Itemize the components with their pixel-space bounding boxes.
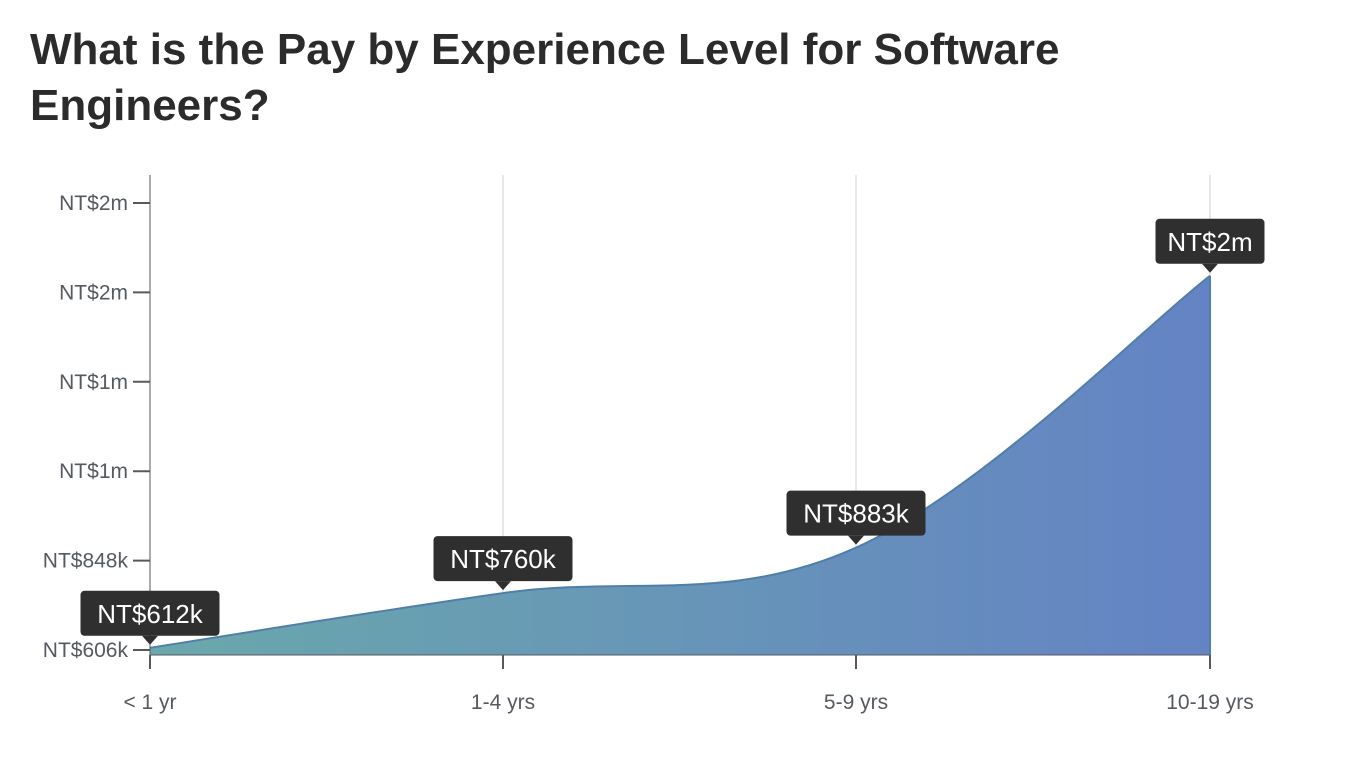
data-labels: NT$612k NT$760k NT$883k NT$2m bbox=[80, 218, 1265, 645]
data-label-text: NT$883k bbox=[803, 499, 909, 529]
y-tick-label: NT$2m bbox=[59, 192, 128, 215]
data-label-text: NT$2m bbox=[1167, 227, 1252, 257]
area-fill bbox=[150, 275, 1210, 655]
y-tick-label: NT$1m bbox=[59, 460, 128, 483]
data-label-box bbox=[433, 536, 573, 582]
y-tick-label: NT$606k bbox=[43, 639, 129, 662]
data-label-text: NT$760k bbox=[450, 544, 556, 574]
y-tick-label: NT$848k bbox=[43, 550, 129, 573]
chart-title: What is the Pay by Experience Level for … bbox=[30, 25, 1060, 130]
x-tick-label: 10-19 yrs bbox=[1166, 691, 1254, 714]
data-label-pointer bbox=[142, 635, 158, 645]
data-label: NT$612k bbox=[80, 590, 220, 645]
x-tick-label: < 1 yr bbox=[123, 691, 176, 714]
data-label-box bbox=[786, 490, 926, 536]
data-label: NT$2m bbox=[1155, 218, 1265, 273]
data-label-text: NT$612k bbox=[97, 599, 203, 629]
data-label-box bbox=[1155, 218, 1265, 264]
data-label-pointer bbox=[495, 581, 511, 591]
x-tick-label: 1-4 yrs bbox=[471, 691, 535, 714]
series-line bbox=[149, 274, 1211, 649]
data-label: NT$883k bbox=[786, 490, 926, 545]
data-label: NT$760k bbox=[433, 536, 573, 591]
area-series bbox=[149, 274, 1211, 655]
data-label-pointer bbox=[848, 535, 864, 545]
y-tick-label: NT$1m bbox=[59, 371, 128, 394]
y-tick-label: NT$2m bbox=[59, 281, 128, 304]
data-label-box bbox=[80, 590, 220, 636]
data-label-pointer bbox=[1202, 263, 1218, 273]
axes: NT$606k NT$848k NT$1m NT$1m NT$2m NT$2m < 1 yr… bbox=[43, 175, 1254, 714]
x-tick-label: 5-9 yrs bbox=[824, 691, 888, 714]
